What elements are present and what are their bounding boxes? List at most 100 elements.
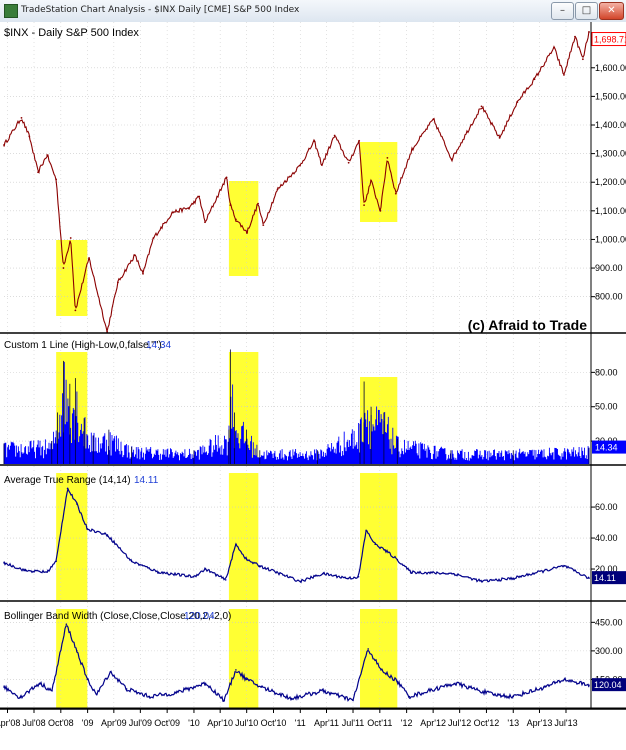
bbw-line-point	[125, 688, 128, 690]
custom-panel-title: Custom 1 Line (High-Low,0,false,"")	[4, 340, 162, 351]
x-tick-label: Jul'11	[342, 718, 365, 728]
bbw-line-point	[86, 678, 89, 681]
x-tick-label: Oct'12	[474, 718, 500, 728]
window-title: TradeStation Chart Analysis - $INX Daily…	[21, 5, 300, 15]
price-point	[188, 207, 190, 209]
price-point	[37, 171, 39, 174]
bbw-line-point	[352, 699, 354, 702]
atr-line-point	[299, 580, 301, 583]
atr-line-point	[588, 577, 590, 579]
atr-line	[3, 487, 590, 584]
title-bar[interactable]: TradeStation Chart Analysis - $INX Daily…	[0, 0, 626, 23]
atr-line-point	[480, 580, 483, 583]
price-point	[171, 211, 174, 214]
bbw-line-point	[3, 686, 5, 688]
close-button[interactable]: ✕	[599, 2, 624, 20]
atr-panel-value: 14.11	[134, 475, 159, 486]
close-icon: ✕	[607, 5, 616, 16]
chart-area[interactable]: 1,600.00 1,500.00 1,400.00 1,300.00 1,200.00…	[0, 22, 626, 750]
price-point	[152, 237, 155, 239]
bbw-panel-title: Bollinger Band Width (Close,Close,Close,…	[4, 611, 231, 622]
bbw-line-point	[109, 671, 112, 673]
x-tick-label: '10	[188, 718, 200, 728]
price-point	[276, 188, 279, 191]
series-layer	[3, 31, 590, 702]
price-last-value-tag	[591, 32, 626, 47]
atr-line-point	[258, 565, 261, 567]
y-tick-label: 80.00	[595, 367, 618, 377]
price-point	[246, 231, 248, 234]
atr-line-point	[235, 543, 237, 546]
price-point	[386, 157, 389, 159]
price-point	[379, 209, 382, 212]
x-tick-label: Jul'12	[448, 718, 471, 728]
bbw-line-point	[492, 693, 495, 696]
price-point	[480, 105, 483, 108]
y-tick-label: 1,400.00	[595, 120, 626, 130]
price-point	[88, 257, 90, 259]
bbw-line-point	[223, 699, 226, 702]
atr-line-point	[409, 571, 412, 573]
price-point	[394, 192, 397, 195]
custom-last-value-tag	[592, 440, 626, 454]
price-point	[229, 204, 232, 207]
x-tick-label: Oct'09	[154, 718, 180, 728]
price-point	[333, 134, 336, 137]
price-last-value: 1,698.71	[594, 35, 626, 45]
price-point	[574, 35, 576, 38]
x-tick-label: Oct'08	[48, 718, 74, 728]
atr-line-point	[157, 571, 160, 573]
atr-line-point	[563, 565, 566, 567]
price-point	[363, 204, 365, 207]
highlight-box-bbw	[228, 609, 259, 708]
x-tick-label: Apr'08	[0, 718, 20, 728]
y-tick-label: 1,200.00	[595, 177, 626, 187]
bbw-line-point	[380, 669, 382, 671]
bbw-line-last-value-tag	[592, 678, 626, 692]
atr-line-point	[357, 575, 360, 578]
atr-panel-title: Average True Range (14,14)	[4, 475, 131, 486]
atr-line-point	[384, 549, 387, 552]
x-tick-label: Apr'11	[314, 718, 339, 728]
price-point	[46, 154, 49, 156]
y-tick-label: 1,100.00	[595, 206, 626, 216]
atr-line-point	[512, 577, 515, 580]
price-point	[533, 78, 536, 81]
price-point	[498, 136, 501, 139]
minimize-button[interactable]: –	[551, 2, 574, 20]
atr-line-point	[204, 568, 207, 570]
bbw-line-point	[175, 691, 177, 694]
highlight-box-atr	[360, 473, 398, 600]
x-tick-label: Apr'10	[207, 718, 233, 728]
y-tick-label: 450.00	[595, 617, 623, 627]
atr-line-point	[396, 558, 399, 561]
atr-line-point	[322, 572, 324, 575]
price-point	[117, 281, 119, 284]
atr-line-point	[192, 575, 195, 578]
price-point	[204, 221, 206, 224]
x-tick-label: Jul'08	[22, 718, 45, 728]
bbw-line	[3, 625, 590, 702]
y-tick-label: 1,500.00	[595, 91, 626, 101]
atr-line-point	[76, 503, 78, 505]
atr-line-point	[452, 572, 455, 575]
price-point	[370, 179, 372, 182]
atr-line-point	[374, 543, 376, 546]
price-point	[313, 140, 316, 143]
x-tick-label: Jul'10	[235, 718, 258, 728]
y-tick-label: 20.00	[595, 564, 618, 574]
bbw-line-last-value: 120.04	[594, 680, 622, 690]
y-tick-label: 1,600.00	[595, 63, 626, 73]
y-tick-label: 900.00	[595, 263, 623, 273]
watermark-text: (c) Afraid to Trade	[468, 317, 587, 333]
bbw-line-point	[245, 678, 248, 681]
value-tag-layer: 1,698.71 14.34 14.11 120.04	[591, 32, 626, 692]
maximize-button[interactable]: □	[575, 2, 598, 20]
bbw-line-point	[563, 678, 566, 681]
y-tick-label: 50.00	[595, 402, 618, 412]
price-point	[235, 218, 237, 221]
y-tick-label: 1,300.00	[595, 149, 626, 159]
price-point	[133, 254, 136, 257]
bbw-panel-value: 120.04	[184, 611, 215, 622]
